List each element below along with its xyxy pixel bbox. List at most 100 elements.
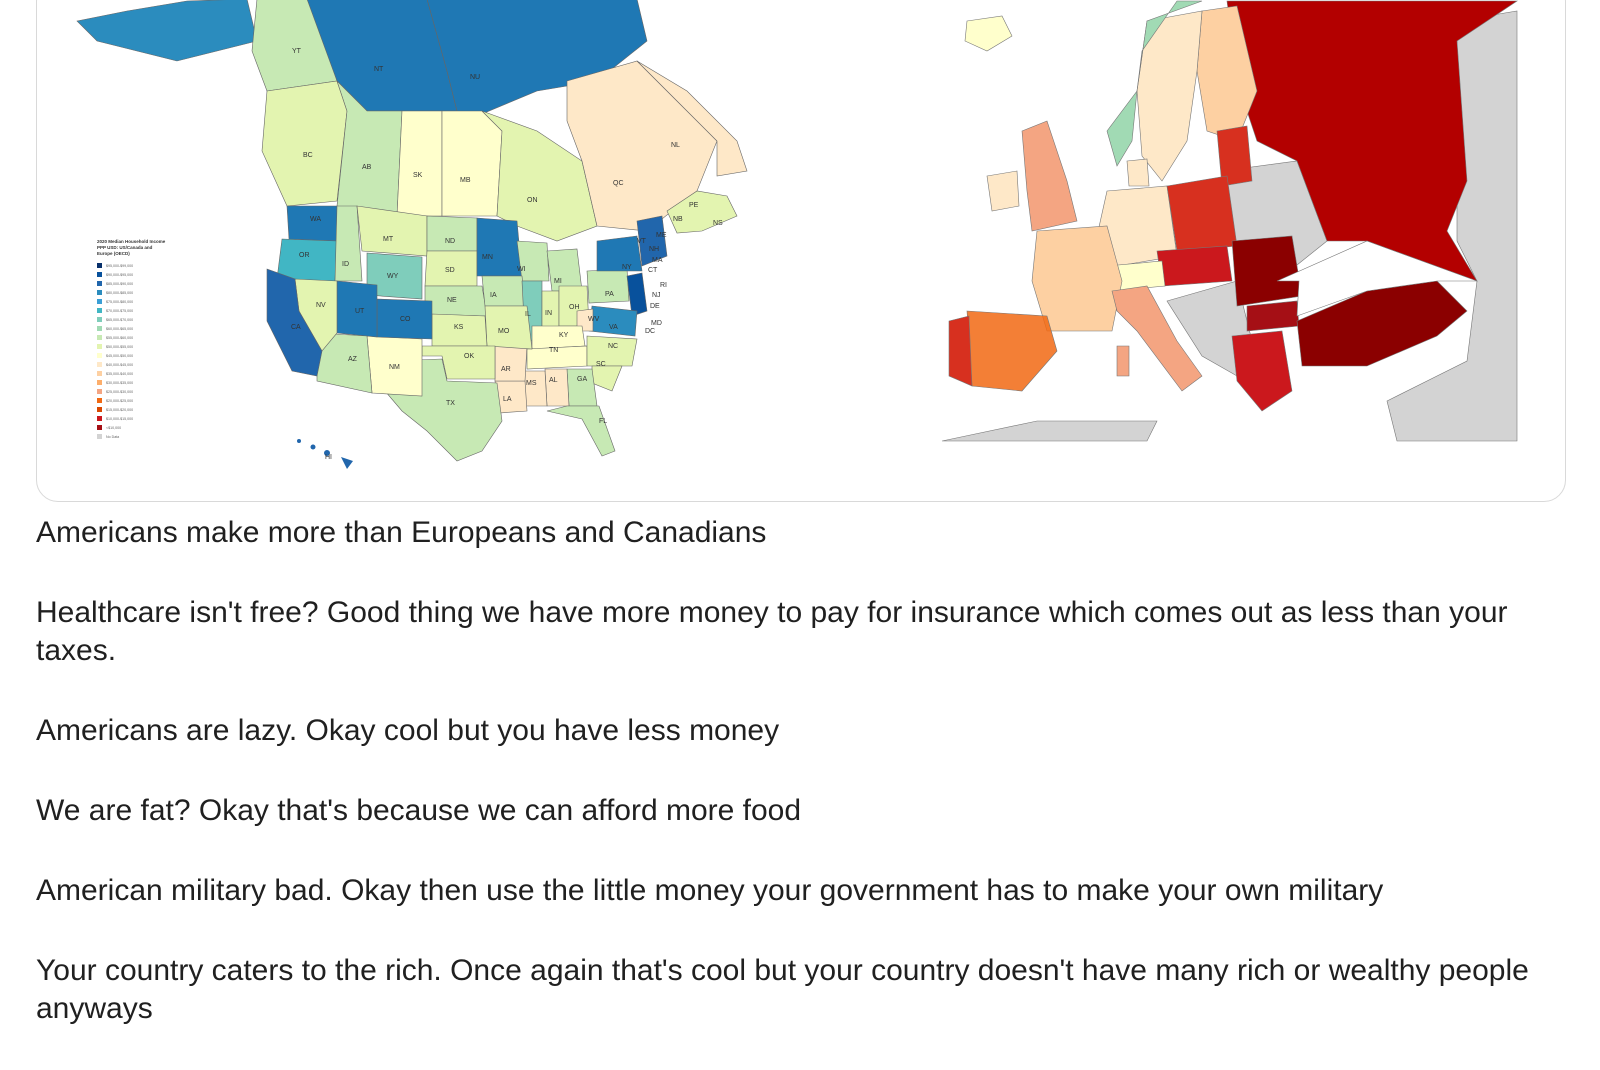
region-wv <box>576 308 594 332</box>
region-baltics <box>1216 125 1253 187</box>
legend-label: $35,000-$40,000 <box>106 372 133 376</box>
legend-swatch <box>97 389 102 394</box>
legend-label: $30,000-$35,000 <box>106 381 133 385</box>
region-mn <box>476 217 523 277</box>
region-central <box>1156 245 1233 287</box>
region-label: NE <box>447 297 457 304</box>
legend-swatch <box>97 425 102 430</box>
legend-swatch <box>97 344 102 349</box>
region-label: WI <box>517 266 526 273</box>
region-label: ME <box>656 232 667 239</box>
region-ca <box>266 268 323 377</box>
legend-label: $15,000-$20,000 <box>106 408 133 412</box>
region-sk <box>396 110 443 217</box>
region-no-data-south <box>941 420 1158 442</box>
region-label: CT <box>648 267 658 274</box>
region-label: NH <box>649 246 659 253</box>
region-label: NU <box>470 74 480 81</box>
europe-map <box>941 0 1518 442</box>
region-portugal <box>948 315 973 387</box>
region-label: AB <box>362 164 372 171</box>
legend-label: $40,000-$45,000 <box>106 363 133 367</box>
region-label: TX <box>446 400 455 407</box>
region-label: AL <box>549 377 558 384</box>
legend-label: $95,000-$99,000 <box>106 264 133 268</box>
region-label: LA <box>503 396 512 403</box>
region-poland <box>1166 175 1238 252</box>
region-no-data-east <box>1386 10 1518 442</box>
region-spain <box>966 310 1058 392</box>
legend-label: No Data <box>106 435 119 439</box>
region-denmark <box>1126 158 1150 187</box>
legend-label: $60,000-$65,000 <box>106 327 133 331</box>
region-label: NJ <box>652 292 661 299</box>
map-image-card: YT NT NU BC AB SK MB ON QC NL PE NS NB ME WA OR ID MT WY ND… <box>36 0 1566 502</box>
region-label: SK <box>413 172 423 179</box>
legend-swatch <box>97 434 102 439</box>
region-uk <box>1021 120 1078 232</box>
region-nu <box>426 0 648 117</box>
legend-title-line: 2020 Median Household Income <box>97 239 166 244</box>
region-label: WA <box>310 216 321 223</box>
legend-label: $75,000-$80,000 <box>106 300 133 304</box>
region-label: ON <box>527 197 538 204</box>
region-wa <box>286 205 338 242</box>
region-label: HI <box>325 454 332 461</box>
legend-swatch <box>97 272 102 277</box>
region-ireland <box>986 170 1020 212</box>
region-label: MN <box>482 254 493 261</box>
region-label: AZ <box>348 356 358 363</box>
post-paragraph: Americans make more than Europeans and C… <box>36 516 767 549</box>
region-label: KS <box>454 324 464 331</box>
legend-label: $55,000-$60,000 <box>106 336 133 340</box>
region-fl <box>546 405 616 457</box>
region-label: NB <box>673 216 683 223</box>
region-on <box>481 110 598 242</box>
region-alaska <box>76 0 258 62</box>
region-label: NY <box>622 264 632 271</box>
region-iceland <box>964 15 1013 52</box>
legend-swatch <box>97 416 102 421</box>
region-label: QC <box>613 180 624 187</box>
region-label: GA <box>577 376 587 383</box>
region-label: NV <box>316 302 326 309</box>
legend-swatch <box>97 362 102 367</box>
region-id <box>334 205 363 282</box>
region-label: OK <box>464 353 474 360</box>
north-america-map: YT NT NU BC AB SK MB ON QC NL PE NS NB ME WA OR ID MT WY ND… <box>76 0 748 469</box>
region-maritimes <box>666 190 738 234</box>
region-mi <box>546 248 583 292</box>
legend-swatch <box>97 326 102 331</box>
region-sardinia <box>1116 345 1130 377</box>
region-nj-md <box>626 272 648 317</box>
region-label: IL <box>525 311 531 318</box>
legend-label: $85,000-$90,000 <box>106 282 133 286</box>
region-label: IA <box>490 292 497 299</box>
region-label: ND <box>445 238 455 245</box>
legend-title-line: Europe (OECD) <box>97 251 130 256</box>
region-label: OR <box>299 252 310 259</box>
region-label: MO <box>498 328 510 335</box>
region-label: PA <box>605 291 614 298</box>
legend-label: $20,000-$25,000 <box>106 399 133 403</box>
region-label: MD <box>651 320 662 327</box>
region-wi <box>516 240 550 282</box>
region-greece <box>1231 330 1293 412</box>
legend-label: $25,000-$30,000 <box>106 390 133 394</box>
legend-label: <$10,000 <box>106 426 121 430</box>
region-label: BC <box>303 152 313 159</box>
post-paragraph: We are fat? Okay that's because we can a… <box>36 794 802 827</box>
legend-label: $90,000-$95,000 <box>106 273 133 277</box>
region-sweden <box>1136 10 1203 182</box>
region-label: YT <box>292 48 302 55</box>
region-label: MB <box>460 177 471 184</box>
region-label: MS <box>526 380 537 387</box>
post-paragraph: American military bad. Okay then use the… <box>36 874 1384 907</box>
region-label: OH <box>569 304 580 311</box>
region-sc <box>591 365 623 392</box>
region-label: MA <box>652 257 663 264</box>
region-label: DE <box>650 303 660 310</box>
legend-swatch <box>97 335 102 340</box>
region-label: WV <box>588 316 600 323</box>
